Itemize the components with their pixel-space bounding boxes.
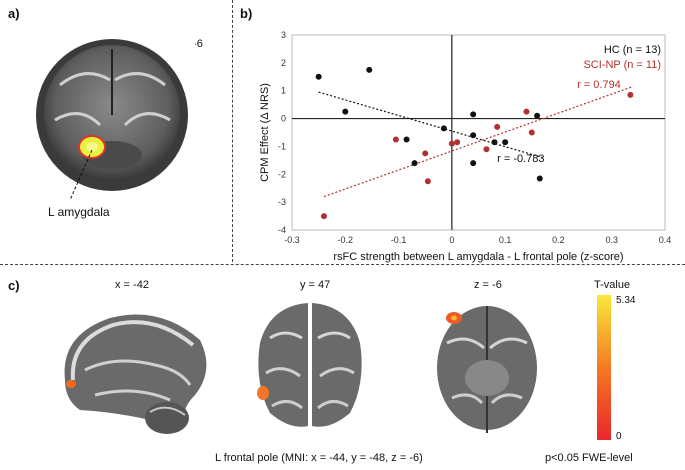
data-point [422,150,429,157]
colorbar-max-label: 5.34 [616,295,636,306]
data-point [342,108,349,115]
amygdala-annotation: L amygdala [48,205,110,219]
data-point [470,111,477,118]
data-point [411,160,418,167]
x-tick-label: 0.2 [552,235,565,245]
coronal-brain-image [30,35,195,195]
data-point [502,139,509,146]
legend-hc: HC (n = 13) [604,44,661,56]
figure-caption: L frontal pole (MNI: x = -44, y = -48, z… [215,452,423,464]
data-point [424,178,431,185]
y-tick-label: 0 [281,114,286,124]
coronal-brain-image-c [257,303,362,427]
data-point [483,146,490,153]
y-tick-label: -2 [278,169,286,179]
axial-brain-image [437,306,537,433]
x-tick-label: -0.1 [391,235,407,245]
trend-line [323,85,634,198]
slice-label-sagittal: x = -42 [115,279,149,291]
x-axis-label: rsFC strength between L amygdala - L fro… [333,251,623,263]
colorbar-min-label: 0 [616,431,622,442]
x-tick-label: -0.2 [338,235,354,245]
data-point [494,123,501,130]
y-tick-label: -1 [278,141,286,151]
threshold-label: p<0.05 FWE-level [545,452,633,464]
horizontal-divider [0,264,685,265]
vertical-divider [232,0,233,262]
data-point [315,73,322,80]
panel-a-label: a) [8,6,20,21]
scatter-chart: -0.3 -0.2 -0.1 0 0.1 0.2 0.3 0.4 -4 -3 -2 -1 0 1 2 3 rsF… [259,30,672,263]
data-point [528,129,535,136]
colorbar-title: T-value [594,279,631,291]
data-point [470,132,477,139]
trend-line [318,91,543,159]
coronal-activation [257,386,269,400]
r-label-hc: r = -0.783 [497,153,544,165]
legend-sci-np: SCI-NP (n = 11) [583,59,661,71]
panel-c-label: c) [8,278,20,293]
amygdala-pointer-line [69,150,93,201]
y-axis-label: CPM Effect (Δ NRS) [259,83,271,182]
slice-label-coronal: y = 47 [300,279,331,291]
y-tick-label: -3 [278,197,286,207]
data-point [392,136,399,143]
data-point [320,213,327,220]
data-point [534,112,541,119]
data-point [491,139,498,146]
x-tick-label: 0 [449,235,454,245]
x-tick-label: -0.3 [284,235,300,245]
data-point [366,66,373,73]
data-point [536,175,543,182]
colorbar [597,295,611,440]
y-tick-label: -4 [278,225,286,235]
y-tick-label: 2 [281,58,286,68]
data-point [627,91,634,98]
plot-frame [291,34,666,231]
data-point [403,136,410,143]
sagittal-brain-image [64,314,207,434]
x-tick-label: 0.3 [605,235,618,245]
data-point [523,108,530,115]
y-tick-label: 1 [281,86,286,96]
sagittal-activation [66,380,76,388]
y-tick-label: 3 [281,30,286,40]
data-point [440,125,447,132]
data-point [448,140,455,147]
x-tick-label: 0.4 [659,235,672,245]
panel-b-label: b) [240,6,253,21]
data-point [454,139,461,146]
slice-label-axial: z = -6 [474,279,502,291]
x-tick-label: 0.1 [499,235,512,245]
data-point [470,160,477,167]
r-label-sci-np: r = 0.794 [577,79,621,91]
